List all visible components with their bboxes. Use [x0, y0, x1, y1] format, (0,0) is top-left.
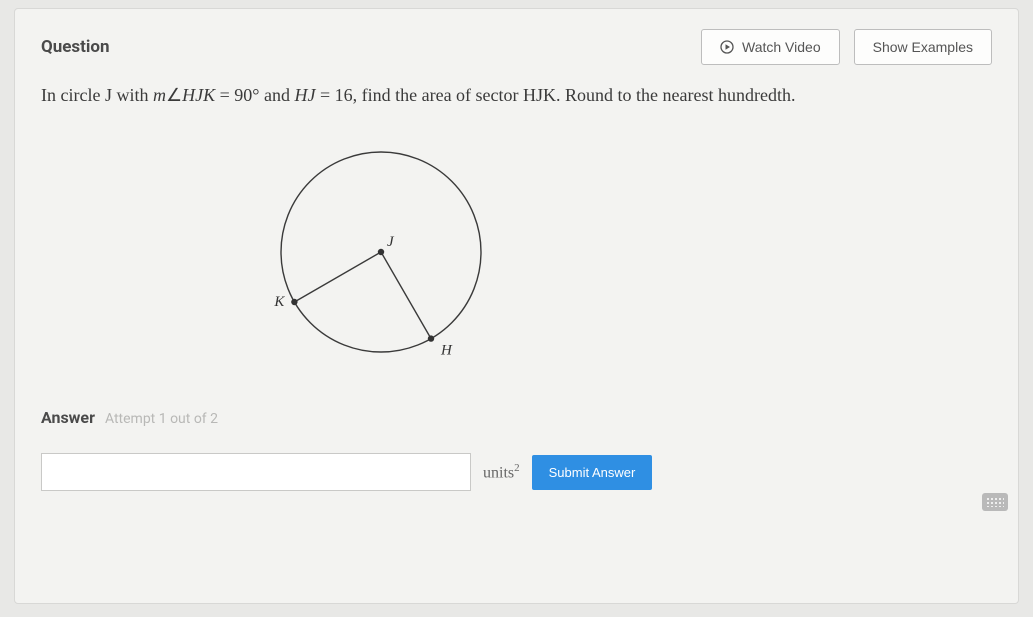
header-row: Question Watch Video Show Examples	[41, 29, 992, 65]
question-prompt: In circle J with m∠HJK = 90° and HJ = 16…	[41, 83, 992, 108]
prompt-prefix: In circle J with	[41, 85, 153, 105]
svg-text:H: H	[440, 343, 453, 359]
units-text: units	[483, 464, 514, 481]
circle-diagram: J H K	[221, 122, 541, 402]
units-label: units2	[483, 462, 520, 482]
prompt-m: m	[153, 85, 166, 105]
svg-text:K: K	[273, 294, 285, 310]
submit-label: Submit Answer	[549, 465, 636, 480]
attempt-text: Attempt 1 out of 2	[105, 411, 218, 427]
watch-video-button[interactable]: Watch Video	[701, 29, 840, 65]
header-buttons: Watch Video Show Examples	[701, 29, 992, 65]
answer-input[interactable]	[41, 453, 471, 491]
prompt-eq1: = 90° and	[215, 85, 294, 105]
question-title: Question	[41, 37, 110, 57]
show-examples-button[interactable]: Show Examples	[854, 29, 992, 65]
play-icon	[720, 40, 734, 54]
angle-symbol: ∠	[166, 85, 182, 105]
show-examples-label: Show Examples	[873, 39, 973, 55]
prompt-eq2: = 16, find the area of sector HJK. Round…	[315, 85, 795, 105]
submit-answer-button[interactable]: Submit Answer	[532, 455, 653, 490]
svg-text:J: J	[387, 234, 395, 250]
question-card: Question Watch Video Show Examples In ci…	[14, 8, 1019, 604]
diagram-container: J H K	[41, 122, 992, 402]
keyboard-icon[interactable]	[982, 493, 1008, 511]
answer-header: Answer Attempt 1 out of 2	[41, 408, 992, 427]
answer-input-row: units2 Submit Answer	[41, 453, 992, 491]
units-exp: 2	[514, 462, 520, 474]
watch-video-label: Watch Video	[742, 39, 821, 55]
answer-label: Answer	[41, 408, 95, 427]
prompt-angle: HJK	[182, 85, 215, 105]
prompt-hj: HJ	[294, 85, 315, 105]
